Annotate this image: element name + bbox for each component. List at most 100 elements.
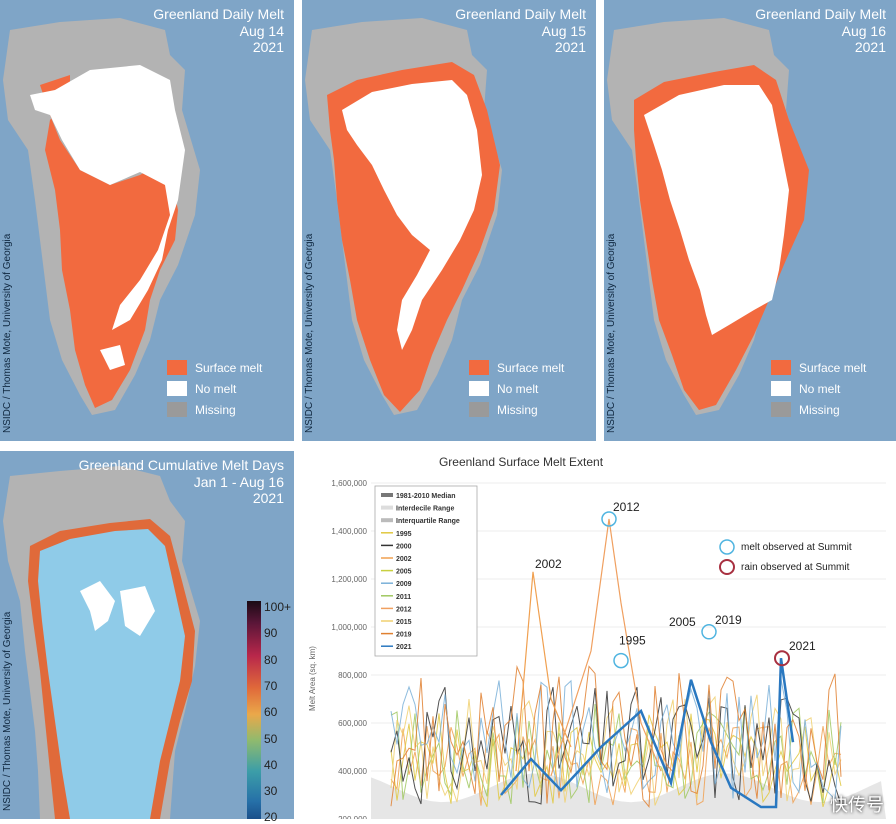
colorbar-tick-label: 80 [264,652,278,667]
series-legend-label: 2009 [396,581,412,588]
annotation-label: 2005 [669,615,696,629]
y-tick-label: 200,000 [338,815,367,819]
cumulative-melt-map: Greenland Cumulative Melt Days Jan 1 - Au… [0,451,294,819]
colorbar-tick-label: 60 [264,705,278,720]
series-2021 [500,658,795,809]
series-line [390,678,842,801]
map-legend: Surface melt No melt Missing [771,357,866,420]
no-melt-label: No melt [497,381,539,396]
watermark: 快传号 [830,795,884,816]
map-title: Greenland Cumulative Melt Days Jan 1 - Au… [78,457,284,506]
annotation-label: 2019 [715,613,742,627]
summit-melt-marker [601,511,617,527]
melt-region [40,75,178,408]
missing-label: Missing [497,402,538,417]
series-legend-label: 2002 [396,556,412,563]
credit-label: NSIDC / Thomas Mote, University of Georg… [2,233,13,433]
summit-rain-marker [774,650,790,667]
surface-melt-label: Surface melt [195,360,263,375]
series-legend-label: 2011 [396,594,411,601]
summit-melt-marker [701,624,717,640]
no-melt-area [80,581,155,636]
y-axis-label: Melt Area (sq. km) [308,646,317,711]
melt-extent-chart: Greenland Surface Melt Extent 1,600,000 1… [301,451,896,819]
credit-label: NSIDC / Thomas Mote, University of Georg… [2,611,13,811]
greenland-cumulative-map [3,466,200,819]
series-line [390,713,842,808]
surface-melt-swatch [771,360,791,375]
annotation-label: 1995 [619,634,646,648]
series-legend-label: 2021 [396,644,412,651]
colorbar-tick-label: 40 [264,757,278,772]
surface-melt-label: Surface melt [497,360,565,375]
y-tick-label: 1,000,000 [331,623,367,632]
interdecile-band [371,773,886,819]
series-legend-label: Interquartile Range [396,518,460,525]
colorbar [247,601,261,819]
summit-melt-legend-label: melt observed at Summit [741,542,852,553]
y-tick-label: 1,200,000 [331,575,367,584]
y-tick-label: 400,000 [338,767,367,776]
map-title: Greenland Daily Melt Aug 14 2021 [153,6,284,55]
series-legend-label: 2019 [396,632,412,639]
series-legend-label: 1981-2010 Median [396,493,456,500]
no-melt-swatch [771,381,791,396]
y-tick-label: 800,000 [338,671,367,680]
colorbar-tick-label: 100+ [264,600,292,614]
summit-rain-legend-marker [719,559,735,575]
annotation-label: 2021 [789,639,816,653]
chart-title: Greenland Surface Melt Extent [438,455,604,469]
daily-melt-map-aug16: Greenland Daily Melt Aug 16 2021 NSIDC / T… [604,0,896,441]
series-legend-label: 2015 [396,619,412,626]
greenland-map-aug16 [607,18,809,415]
y-tick-label: 600,000 [338,719,367,728]
no-melt-swatch [167,381,187,396]
colorbar-tick-label: 50 [264,731,278,746]
summit-melt-marker [613,652,629,669]
summit-melt-legend-marker [719,539,735,555]
colorbar-tick-label: 90 [264,626,278,641]
missing-label: Missing [195,402,236,417]
series-line [390,726,842,806]
no-melt-patch [100,345,125,370]
missing-swatch [469,402,489,417]
greenland-map-aug14 [3,18,200,415]
annotation-label: 2012 [613,500,640,514]
no-melt-region [30,65,185,330]
series-2012 [550,518,662,776]
map-title: Greenland Daily Melt Aug 16 2021 [755,6,886,55]
colorbar-tick-label: 20 [264,810,278,824]
y-tick-label: 1,400,000 [331,527,367,536]
daily-melt-map-aug15: Greenland Daily Melt Aug 15 2021 NSIDC / T… [302,0,596,441]
greenland-map-aug15 [305,18,502,415]
credit-label: NSIDC / Thomas Mote, University of Georg… [304,233,315,433]
series-legend-label: 2012 [396,606,412,613]
surface-melt-swatch [167,360,187,375]
series-legend-label: 2000 [396,543,412,550]
no-melt-swatch [469,381,489,396]
missing-label: Missing [799,402,840,417]
annotation-label: 2002 [535,557,562,571]
colorbar-tick-label: 30 [264,784,278,799]
daily-melt-map-aug14: Greenland Daily Melt Aug 14 2021 NSIDC / T… [0,0,294,441]
series-legend-label: 2005 [396,569,412,576]
colorbar-tick-label: 70 [264,678,278,693]
no-melt-region [342,80,482,350]
no-melt-region [644,85,789,335]
no-melt-label: No melt [799,381,841,396]
missing-swatch [771,402,791,417]
surface-melt-label: Surface melt [799,360,867,375]
map-legend: Surface melt No melt Missing [469,357,564,420]
map-title: Greenland Daily Melt Aug 15 2021 [455,6,586,55]
missing-swatch [167,402,187,417]
series-legend-label: Interdecile Range [396,506,454,513]
surface-melt-swatch [469,360,489,375]
credit-label: NSIDC / Thomas Mote, University of Georg… [606,233,617,433]
chart-svg: 1,600,000 1,400,000 1,200,000 1,000,000 800,… [308,479,886,819]
series-line [390,664,842,808]
y-tick-label: 1,600,000 [331,479,367,488]
summit-rain-legend-label: rain observed at Summit [741,562,850,573]
series-line [390,686,842,805]
series-2002 [515,571,572,772]
series-line [390,703,842,805]
